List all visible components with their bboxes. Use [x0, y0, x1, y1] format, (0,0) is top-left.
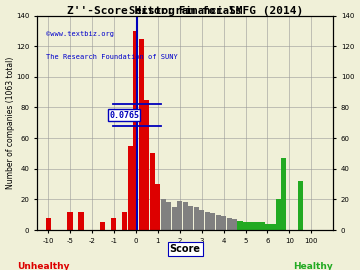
- Bar: [177, 201, 182, 230]
- Bar: [172, 207, 177, 230]
- Bar: [78, 212, 84, 230]
- Bar: [199, 210, 204, 230]
- Bar: [226, 218, 231, 230]
- Bar: [238, 221, 243, 230]
- Bar: [216, 215, 221, 230]
- Bar: [100, 222, 105, 230]
- Bar: [194, 207, 199, 230]
- Bar: [204, 212, 210, 230]
- Bar: [260, 222, 265, 230]
- Text: Sector: Financials: Sector: Financials: [129, 6, 242, 16]
- Bar: [166, 202, 171, 230]
- Bar: [128, 146, 133, 230]
- Text: The Research Foundation of SUNY: The Research Foundation of SUNY: [46, 54, 178, 60]
- Bar: [254, 222, 259, 230]
- Bar: [139, 39, 144, 230]
- Bar: [298, 181, 303, 230]
- Bar: [133, 31, 138, 230]
- Text: ©www.textbiz.org: ©www.textbiz.org: [46, 31, 114, 37]
- Bar: [188, 205, 193, 230]
- Bar: [270, 224, 275, 230]
- Text: Unhealthy: Unhealthy: [17, 262, 69, 270]
- Bar: [144, 100, 149, 230]
- Text: 0.0765: 0.0765: [109, 111, 139, 120]
- Bar: [221, 216, 226, 230]
- X-axis label: Score: Score: [170, 244, 201, 254]
- Bar: [282, 158, 287, 230]
- Title: Z''-Score Histogram for SMFG (2014): Z''-Score Histogram for SMFG (2014): [67, 6, 303, 16]
- Bar: [183, 202, 188, 230]
- Bar: [265, 224, 270, 230]
- Bar: [45, 218, 51, 230]
- Bar: [67, 212, 73, 230]
- Bar: [150, 153, 155, 230]
- Y-axis label: Number of companies (1063 total): Number of companies (1063 total): [5, 57, 14, 189]
- Text: Healthy: Healthy: [293, 262, 333, 270]
- Bar: [248, 222, 253, 230]
- Bar: [276, 199, 281, 230]
- Bar: [161, 199, 166, 230]
- Bar: [155, 184, 160, 230]
- Bar: [111, 218, 116, 230]
- Bar: [243, 222, 248, 230]
- Bar: [122, 212, 127, 230]
- Bar: [210, 213, 215, 230]
- Bar: [232, 219, 237, 230]
